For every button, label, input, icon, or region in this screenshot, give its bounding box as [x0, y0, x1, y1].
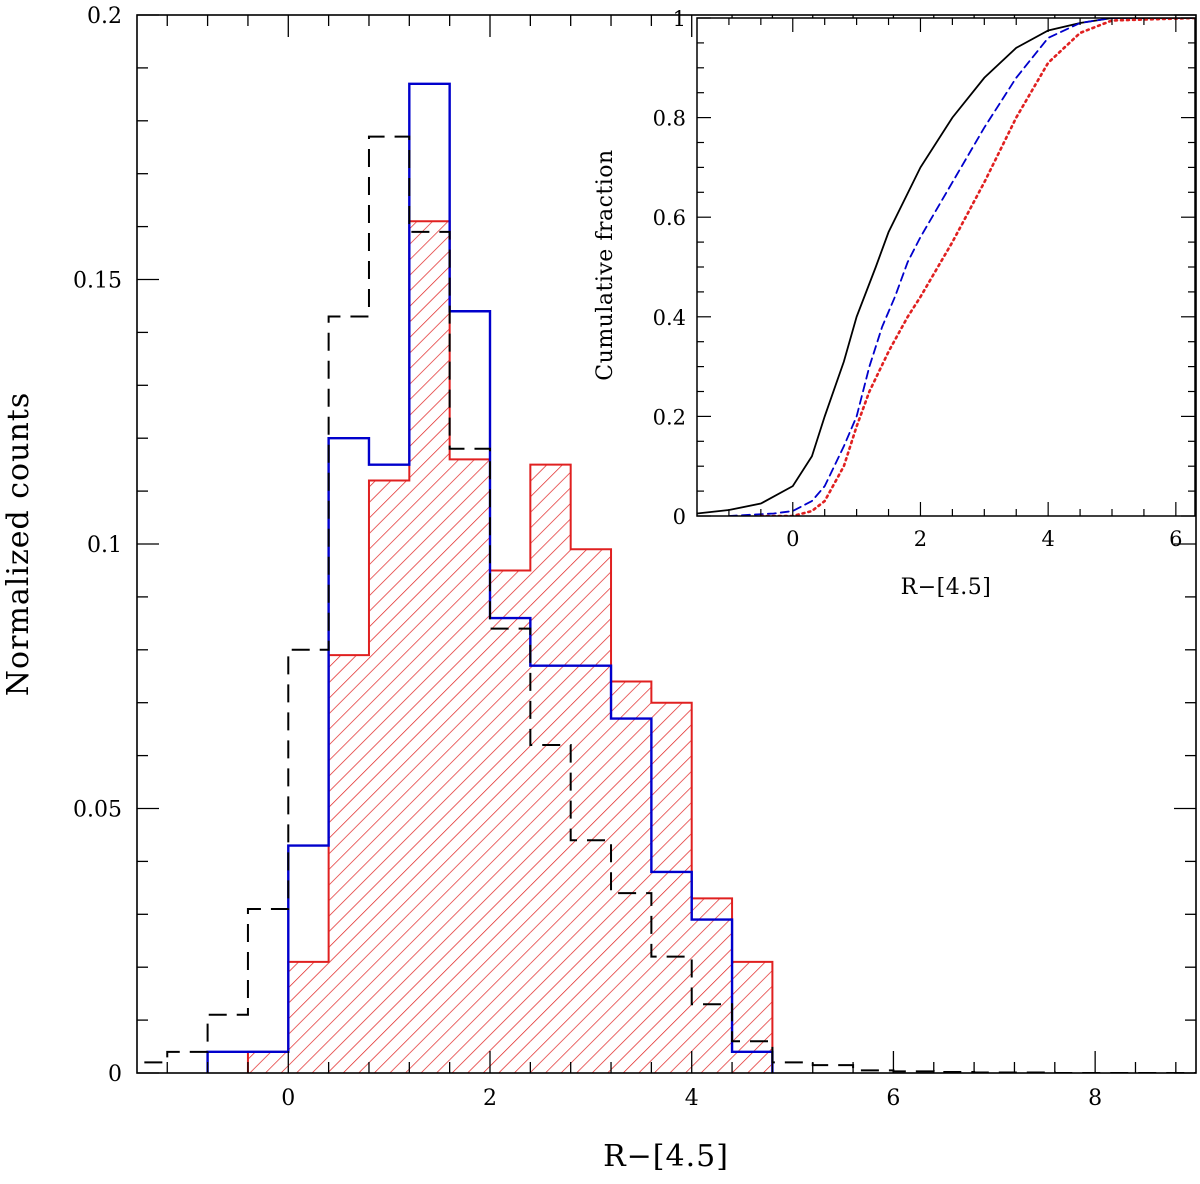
main-x-tick-label: 6 [886, 1086, 900, 1111]
main-x-tick-label: 4 [685, 1086, 699, 1111]
main-y-axis-title: Normalized counts [1, 392, 36, 696]
red-hatched-bar [328, 655, 369, 1073]
red-hatched-bar [449, 459, 490, 1073]
main-y-tick-label: 0.2 [87, 4, 122, 29]
red-hatched-bar [368, 480, 410, 1073]
main-histogram-chart: 0 2 4 6 8 0 0.05 0.1 0.15 0.2 R−[4.5] Normalized … [1, 4, 1197, 1174]
main-x-axis-title: R−[4.5] [603, 1139, 729, 1174]
main-y-tick-label: 0.15 [73, 269, 122, 294]
main-x-tick-label: 0 [281, 1086, 295, 1111]
main-y-tick-label: 0.05 [73, 798, 122, 823]
inset-y-tick-label: 0 [673, 505, 686, 529]
inset-tick-labels: 0 2 4 6 0 0.2 0.4 0.6 0.8 1 [653, 7, 1183, 551]
main-tick-labels: 0 2 4 6 8 0 0.05 0.1 0.15 0.2 [73, 4, 1102, 1111]
blue-dashed-cumulative [728, 18, 1195, 516]
black-dashed-histogram [137, 135, 1196, 1073]
main-x-tick-label: 8 [1088, 1086, 1102, 1111]
main-y-tick-label: 0 [108, 1062, 122, 1087]
red-hatched-bar [570, 549, 612, 1073]
inset-x-tick-label: 4 [1041, 527, 1054, 551]
red-hatched-bar [247, 1051, 289, 1073]
red-dotted-cumulative [759, 18, 1195, 516]
red-hatched-bar [288, 961, 329, 1073]
inset-x-axis-title: R−[4.5] [901, 575, 992, 600]
inset-y-tick-label: 0.8 [653, 107, 686, 131]
inset-y-tick-label: 1 [673, 7, 686, 31]
inset-x-tick-label: 0 [786, 527, 799, 551]
inset-y-axis-title: Cumulative fraction [593, 149, 618, 380]
inset-cumulative-chart: 0 2 4 6 0 0.2 0.4 0.6 0.8 1 R−[4.5] Cumulative fr… [593, 7, 1196, 600]
red-hatched-bar [530, 464, 571, 1073]
red-hatched-bar [611, 681, 652, 1073]
main-x-tick-label: 2 [483, 1086, 497, 1111]
red-hatched-bar [490, 570, 531, 1073]
red-hatched-bar [732, 961, 773, 1073]
inset-x-tick-label: 2 [914, 527, 927, 551]
inset-ticks [697, 17, 1195, 517]
main-histogram-series [137, 82, 1196, 1073]
red-hatched-bar [691, 898, 733, 1073]
inset-cumulative-series [697, 18, 1195, 516]
black-solid-cumulative [697, 18, 1195, 515]
inset-y-tick-label: 0.2 [653, 405, 686, 429]
inset-x-tick-label: 6 [1169, 527, 1182, 551]
red-hatched-bar [651, 702, 692, 1073]
red-hatched-bar [409, 221, 450, 1073]
inset-y-tick-label: 0.4 [653, 306, 686, 330]
inset-y-tick-label: 0.6 [653, 206, 686, 230]
inset-background [697, 18, 1195, 516]
main-y-tick-label: 0.1 [87, 533, 122, 558]
